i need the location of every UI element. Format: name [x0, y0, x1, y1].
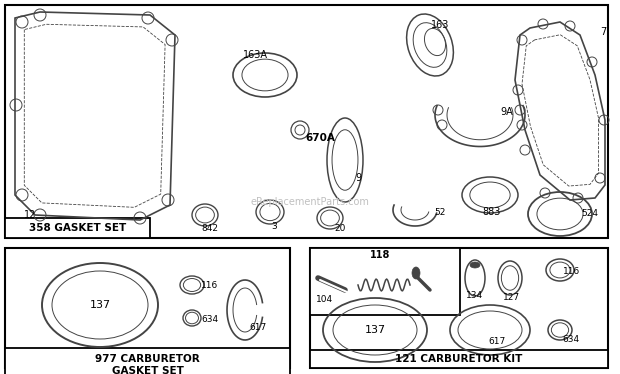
Text: eReplacementParts.com: eReplacementParts.com — [250, 197, 370, 207]
Text: 7: 7 — [600, 27, 606, 37]
Bar — [310, 248, 608, 368]
Bar — [310, 248, 460, 315]
Text: 116: 116 — [202, 282, 219, 291]
Ellipse shape — [470, 262, 480, 268]
Text: 12: 12 — [24, 210, 36, 220]
Text: 9A: 9A — [500, 107, 513, 117]
Bar — [5, 248, 290, 368]
Text: 163A: 163A — [242, 50, 267, 60]
Text: 121 CARBURETOR KIT: 121 CARBURETOR KIT — [396, 354, 523, 364]
Text: 137: 137 — [365, 325, 386, 335]
Text: 116: 116 — [564, 267, 580, 276]
Text: 617: 617 — [249, 324, 267, 332]
Text: 9: 9 — [355, 173, 361, 183]
Text: 52: 52 — [435, 208, 446, 217]
Text: 163: 163 — [431, 20, 449, 30]
Text: 118: 118 — [370, 250, 390, 260]
Bar — [5, 348, 290, 374]
Text: 883: 883 — [483, 207, 501, 217]
Text: 634: 634 — [202, 316, 219, 325]
Text: 524: 524 — [582, 208, 598, 218]
Text: 842: 842 — [202, 224, 218, 233]
Text: 20: 20 — [334, 224, 346, 233]
Text: 134: 134 — [466, 291, 484, 300]
Text: 104: 104 — [316, 295, 334, 304]
Text: 634: 634 — [562, 335, 580, 344]
Text: 137: 137 — [89, 300, 110, 310]
Bar — [5, 5, 608, 238]
Bar — [5, 218, 150, 238]
Text: 127: 127 — [503, 294, 521, 303]
Bar — [310, 350, 608, 368]
Text: 977 CARBURETOR
GASKET SET: 977 CARBURETOR GASKET SET — [95, 354, 200, 374]
Text: 3: 3 — [271, 221, 277, 230]
Text: 358 GASKET SET: 358 GASKET SET — [29, 223, 126, 233]
Text: 670A: 670A — [305, 133, 335, 143]
Ellipse shape — [412, 267, 420, 279]
Text: 617: 617 — [489, 337, 506, 346]
